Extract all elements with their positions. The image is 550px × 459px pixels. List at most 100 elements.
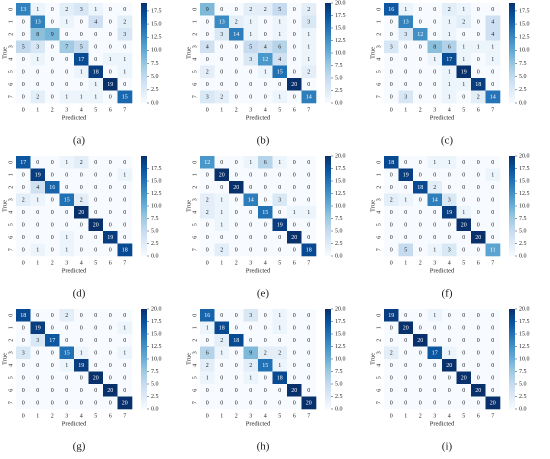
cell-label: 0 [404, 45, 407, 51]
heatmap-cell [103, 359, 118, 372]
y-tick-label: 1 [376, 326, 382, 329]
heatmap-cell [301, 40, 317, 54]
cell-label: 18 [388, 160, 394, 166]
heatmap-cell [30, 396, 46, 410]
heatmap-cell [456, 168, 472, 182]
heatmap-cell [200, 28, 215, 41]
heatmap-cell [74, 321, 89, 335]
cell-label: 0 [109, 210, 112, 216]
cell-label: 1 [36, 248, 39, 254]
cell-label: 2 [264, 351, 267, 357]
x-tick-label: 0 [206, 260, 209, 266]
cell-label: 0 [293, 376, 296, 382]
cell-label: 20 [219, 173, 225, 179]
heatmap-cell [427, 28, 443, 41]
cell-label: 0 [404, 210, 407, 216]
x-tick-label: 1 [220, 260, 223, 266]
cell-label: 0 [293, 326, 296, 332]
x-tick-label: 5 [278, 260, 281, 266]
cell-label: 0 [123, 235, 126, 241]
colorbar-tick-label: 0.0 [151, 100, 159, 106]
heatmap-cell [59, 168, 75, 182]
colorbar [325, 309, 331, 409]
heatmap-cell [30, 243, 46, 257]
heatmap-cell [287, 243, 302, 257]
heatmap-cell [88, 359, 104, 372]
x-tick-label: 3 [433, 413, 436, 419]
heatmap-cell [88, 334, 104, 347]
heatmap-cell [442, 321, 457, 335]
cell-label: 2 [123, 20, 126, 26]
heatmap-cell [456, 156, 472, 169]
cell-label: 0 [109, 173, 112, 179]
heatmap-cell [74, 65, 89, 79]
cell-label: 0 [433, 7, 436, 13]
cell-label: 0 [448, 185, 451, 191]
cell-label: 0 [264, 338, 267, 344]
cell-label: 14 [432, 198, 438, 204]
heatmap-cell [485, 53, 501, 66]
y-tick-label: 3 [192, 351, 198, 354]
cell-label: 20 [93, 223, 99, 229]
heatmap-cell [74, 309, 89, 322]
colorbar-tick-label: 17.5 [151, 8, 162, 14]
heatmap-cell [456, 231, 472, 244]
cell-label: 0 [123, 223, 126, 229]
cell-label: 0 [206, 223, 209, 229]
heatmap-cell [471, 40, 486, 54]
y-tick-label: 0 [376, 8, 382, 11]
cell-label: 2 [249, 363, 252, 369]
heatmap-cell [243, 218, 259, 232]
y-tick-label: 3 [376, 198, 382, 201]
heatmap-cell [229, 371, 244, 385]
cell-label: 0 [293, 7, 296, 13]
cell-label: 0 [51, 70, 54, 76]
heatmap-cell [456, 181, 472, 194]
colorbar [141, 3, 147, 103]
heatmap-cell [272, 309, 288, 322]
cell-label: 0 [390, 210, 393, 216]
cell-label: 0 [109, 185, 112, 191]
colorbar-tick-label: 5.0 [335, 381, 343, 387]
heatmap-cell [272, 359, 288, 372]
heatmap-cell [30, 193, 46, 207]
heatmap-cell [88, 65, 104, 79]
colorbar-tick-label: 10.0 [519, 48, 530, 54]
cell-label: 0 [206, 185, 209, 191]
x-tick-label: 1 [220, 413, 223, 419]
colorbar [141, 156, 147, 256]
cell-label: 11 [490, 248, 496, 254]
cell-label: 0 [22, 82, 25, 88]
cell-label: 19 [446, 210, 452, 216]
x-tick-label: 4 [448, 413, 451, 419]
heatmap-cell [398, 156, 414, 169]
cell-label: 0 [80, 338, 83, 344]
y-tick-label: 3 [192, 45, 198, 48]
x-tick-label: 2 [51, 260, 54, 266]
heatmap-cell [471, 168, 486, 182]
heatmap-cell [413, 321, 428, 335]
heatmap-cell [88, 243, 104, 257]
cell-label: 20 [417, 338, 423, 344]
cell-label: 19 [35, 326, 41, 332]
heatmap-cell [272, 65, 288, 79]
heatmap-cell [442, 334, 457, 347]
cell-label: 0 [419, 95, 422, 101]
cell-label: 0 [36, 401, 39, 407]
heatmap-cell [471, 346, 486, 360]
heatmap-cell [117, 156, 133, 169]
cell-label: 0 [22, 95, 25, 101]
cell-label: 0 [264, 235, 267, 241]
heatmap-cell [74, 3, 89, 16]
cell-label: 0 [22, 376, 25, 382]
heatmap-cell [442, 396, 457, 410]
heatmap-cell [16, 78, 31, 91]
y-tick-label: 6 [8, 83, 14, 86]
heatmap-cell [413, 3, 428, 16]
x-tick-label: 5 [462, 413, 465, 419]
cell-label: 0 [51, 95, 54, 101]
heatmap-cell [103, 181, 118, 194]
cell-label: 5 [22, 45, 25, 51]
cell-label: 0 [65, 401, 68, 407]
y-axis-label: True [369, 200, 376, 212]
